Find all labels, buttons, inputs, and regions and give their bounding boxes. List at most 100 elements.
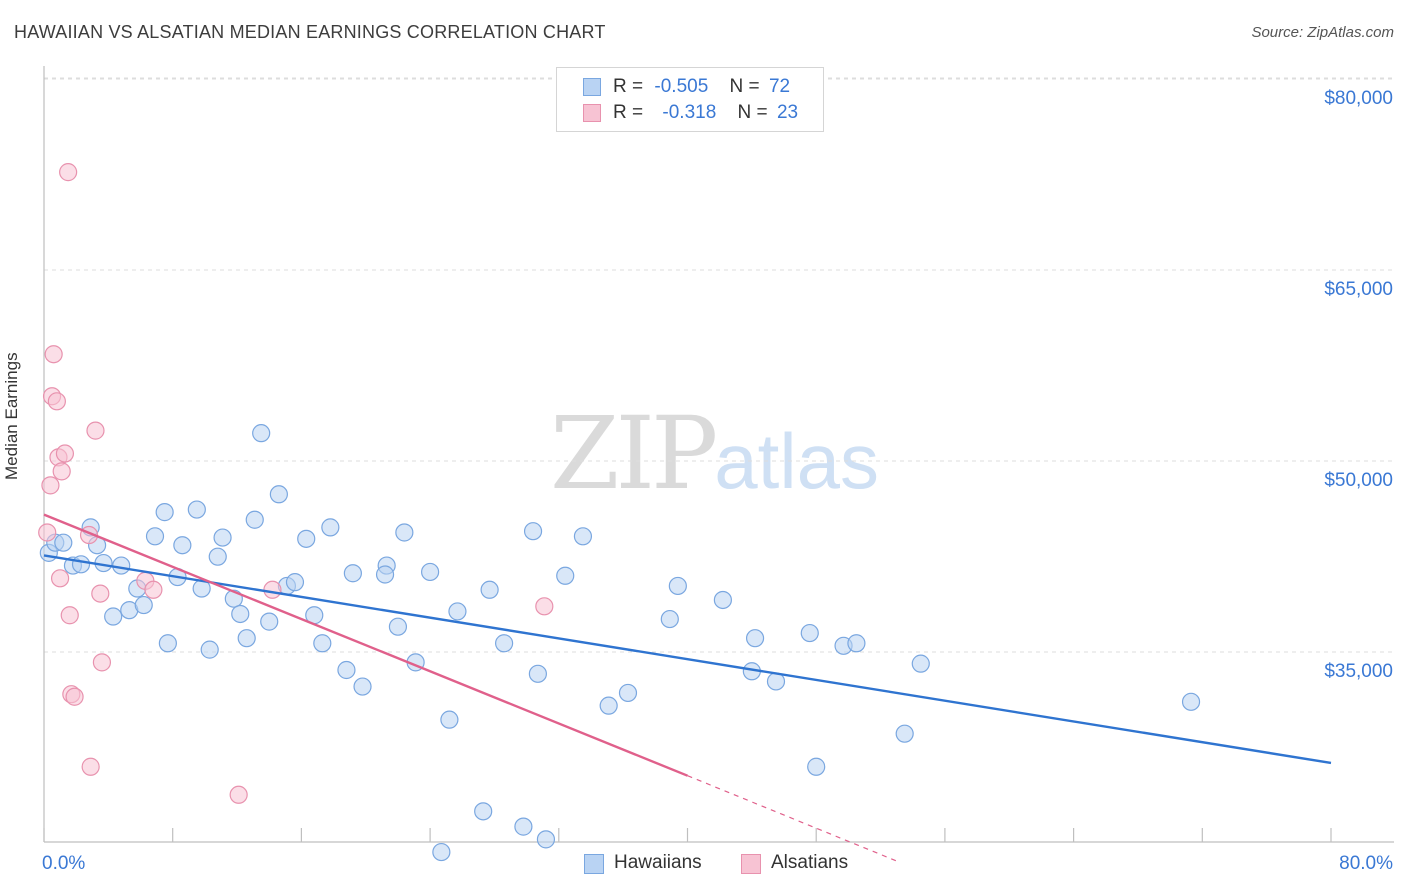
hawaiian-point bbox=[155, 503, 174, 522]
hawaiian-point bbox=[745, 629, 765, 648]
hawaiian-point bbox=[208, 547, 227, 566]
chart-title: HAWAIIAN VS ALSATIAN MEDIAN EARNINGS COR… bbox=[14, 22, 606, 42]
y-tick-label: $50,000 bbox=[1324, 470, 1393, 491]
alsatian-point bbox=[144, 580, 163, 599]
alsatian-point bbox=[52, 462, 71, 481]
hawaiian-point bbox=[104, 607, 123, 626]
alsatian-trend-line bbox=[43, 513, 688, 777]
alsatian-point bbox=[229, 785, 248, 804]
hawaiian-point bbox=[1181, 692, 1201, 711]
alsatian-trend-extension bbox=[687, 775, 897, 862]
hawaiian-point bbox=[847, 634, 866, 653]
hawaiian-point bbox=[713, 590, 732, 610]
hawaiian-point bbox=[313, 634, 332, 653]
y-tick-label: $35,000 bbox=[1324, 661, 1393, 682]
hawaiian-point bbox=[285, 573, 305, 592]
hawaiian-point bbox=[573, 527, 593, 546]
x-tick-label: 80.0% bbox=[1339, 853, 1393, 874]
hawaiian-point bbox=[269, 485, 288, 504]
hawaiian-point bbox=[660, 609, 679, 629]
y-axis-label: Median Earnings bbox=[2, 352, 21, 480]
alsatian-point bbox=[50, 569, 70, 588]
hawaiian-point bbox=[514, 817, 533, 836]
hawaiian-point bbox=[536, 830, 556, 849]
hawaiian-point bbox=[911, 654, 930, 673]
hawaiian-point bbox=[421, 562, 440, 582]
hawaiian-point bbox=[187, 500, 206, 519]
hawaiian-point bbox=[523, 522, 543, 541]
hawaiian-point bbox=[145, 527, 165, 546]
alsatian-point bbox=[263, 580, 282, 599]
y-tick-label: $65,000 bbox=[1324, 279, 1393, 300]
hawaiian-point bbox=[807, 757, 826, 776]
alsatian-point bbox=[535, 597, 554, 616]
correlation-legend: R = -0.505 N = 72 R = -0.318 N = 23 bbox=[556, 67, 824, 132]
hawaiian-point bbox=[556, 566, 575, 585]
hawaiian-point bbox=[260, 612, 279, 631]
alsatian-point bbox=[81, 757, 100, 776]
hawaiian-point bbox=[375, 565, 395, 584]
alsatian-point bbox=[55, 444, 75, 463]
hawaiian-point bbox=[337, 660, 356, 680]
hawaiian-point bbox=[474, 802, 493, 821]
alsatian-point bbox=[59, 163, 78, 182]
hawaiian-point bbox=[200, 640, 219, 659]
alsatian-point bbox=[38, 523, 57, 542]
legend-swatch-pink bbox=[583, 104, 601, 122]
hawaiian-point bbox=[213, 528, 232, 547]
alsatian-point bbox=[44, 345, 63, 364]
hawaiian-point bbox=[54, 533, 73, 552]
bottom-legend-label: Hawaiians bbox=[614, 852, 702, 873]
hawaiian-trend-line bbox=[43, 554, 1332, 765]
legend-r-label: R = bbox=[613, 76, 644, 97]
legend-n-value: 72 bbox=[768, 76, 791, 97]
hawaiian-point bbox=[800, 623, 819, 643]
hawaiian-point bbox=[71, 555, 91, 574]
alsatian-point bbox=[65, 687, 84, 706]
hawaiian-point bbox=[134, 595, 153, 615]
hawaiian-point bbox=[321, 518, 340, 537]
alsatian-point bbox=[47, 392, 66, 411]
source-label: Source: ZipAtlas.com bbox=[1251, 24, 1394, 41]
hawaiian-point bbox=[353, 677, 372, 696]
legend-n-value: 23 bbox=[776, 102, 799, 123]
hawaiian-point bbox=[252, 424, 271, 443]
alsatian-point bbox=[86, 421, 105, 440]
alsatian-point bbox=[41, 476, 60, 495]
hawaiian-point bbox=[173, 536, 192, 555]
y-tick-label: $80,000 bbox=[1324, 88, 1393, 109]
hawaiian-point bbox=[895, 724, 914, 743]
x-tick-label: 0.0% bbox=[42, 853, 85, 874]
hawaiian-point bbox=[395, 523, 414, 542]
hawaiian-point bbox=[432, 842, 451, 862]
hawaiian-point bbox=[668, 576, 687, 596]
hawaiian-point bbox=[480, 580, 499, 599]
legend-n-label: N = bbox=[737, 102, 768, 123]
bottom-legend-label: Alsatians bbox=[771, 852, 849, 873]
hawaiian-point bbox=[388, 617, 408, 636]
legend-r-value: -0.318 bbox=[662, 102, 717, 123]
hawaiian-point bbox=[495, 634, 514, 653]
hawaiian-point bbox=[599, 696, 618, 715]
legend-r-value: -0.505 bbox=[654, 76, 709, 97]
alsatian-point bbox=[91, 584, 110, 603]
hawaiian-point bbox=[618, 683, 638, 703]
hawaiian-point bbox=[237, 629, 256, 648]
hawaiian-point bbox=[448, 602, 467, 621]
watermark: ZIPatlas bbox=[550, 395, 879, 512]
alsatian-point bbox=[60, 606, 79, 625]
hawaiian-point bbox=[231, 604, 250, 624]
hawaiian-point bbox=[297, 529, 316, 548]
hawaiian-point bbox=[440, 710, 459, 729]
legend-swatch-blue bbox=[583, 78, 601, 96]
legend-r-label: R = bbox=[613, 102, 644, 123]
bottom-legend-swatch-pink bbox=[741, 854, 761, 874]
bottom-legend-swatch-blue bbox=[584, 854, 604, 874]
alsatian-point bbox=[92, 653, 112, 672]
hawaiian-point bbox=[245, 510, 264, 529]
hawaiian-point bbox=[343, 564, 362, 583]
watermark-zip: ZIP bbox=[550, 395, 718, 512]
legend-n-label: N = bbox=[729, 76, 760, 97]
hawaiian-point bbox=[158, 634, 177, 653]
